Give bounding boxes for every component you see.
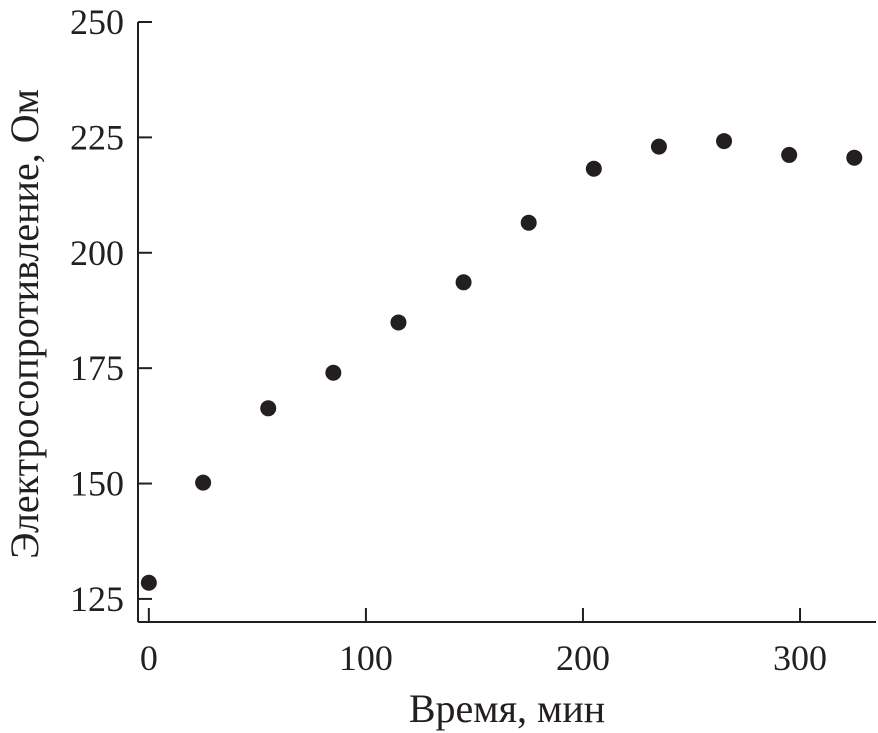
y-axis-title: Электросопротивление, Ом [2, 89, 47, 559]
x-tick-label: 100 [339, 638, 393, 678]
x-tick-label: 200 [556, 638, 610, 678]
x-ticks: 0 100 200 300 [140, 608, 827, 678]
y-ticks: 125 150 175 200 225 250 [70, 2, 152, 619]
y-tick-label: 250 [70, 2, 124, 42]
y-tick-label: 150 [70, 464, 124, 504]
data-point [325, 364, 342, 381]
y-tick-label: 225 [70, 117, 124, 157]
data-point [195, 474, 212, 491]
y-tick-label: 200 [70, 233, 124, 273]
data-point [846, 149, 863, 166]
data-point [455, 274, 472, 291]
plot-axes [137, 22, 876, 623]
data-point [716, 133, 733, 150]
data-point [650, 138, 667, 155]
data-point [260, 400, 277, 417]
data-point [520, 214, 537, 231]
data-points [140, 133, 863, 591]
data-point [140, 574, 157, 591]
y-tick-label: 175 [70, 348, 124, 388]
y-tick-label: 125 [70, 579, 124, 619]
x-tick-label: 0 [140, 638, 158, 678]
x-tick-label: 300 [773, 638, 827, 678]
data-point [390, 314, 407, 331]
data-point [781, 146, 798, 163]
x-axis-title: Время, мин [409, 686, 605, 731]
data-point [585, 160, 602, 177]
